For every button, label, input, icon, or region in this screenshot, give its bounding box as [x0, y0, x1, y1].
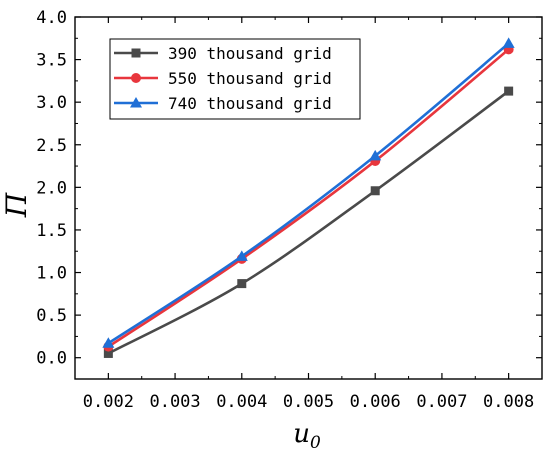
legend-label: 740 thousand grid [168, 94, 332, 113]
legend-item: 550 thousand grid [114, 69, 332, 88]
y-tick-label: 1.0 [36, 264, 67, 284]
data-point [102, 337, 115, 348]
y-tick-label: 2.5 [36, 136, 67, 156]
x-axis-ticks: 0.002 0.003 0.004 0.005 0.006 0.007 0.008 [83, 17, 534, 412]
data-point [369, 149, 382, 161]
data-point [103, 348, 113, 358]
legend-swatch-marker [131, 73, 141, 83]
y-tick-label: 0.0 [36, 349, 67, 369]
y-tick-label: 4.0 [36, 8, 67, 28]
legend-swatch-marker [130, 97, 142, 108]
legend-swatch-marker [131, 48, 141, 58]
y-axis-title: Π [0, 192, 33, 218]
legend-label: 390 thousand grid [168, 44, 332, 63]
legend-label: 550 thousand grid [168, 69, 332, 88]
x-axis-title-subscript: 0 [310, 433, 321, 453]
y-tick-label: 1.5 [36, 221, 67, 241]
x-tick-label: 0.008 [483, 392, 534, 412]
series-line [107, 90, 510, 355]
legend: 390 thousand grid 550 thousand grid 740 th… [109, 38, 361, 120]
series-3 [102, 37, 515, 348]
legend-item: 740 thousand grid [114, 94, 332, 113]
x-tick-label: 0.006 [350, 392, 401, 412]
x-axis-title-main: u [293, 419, 310, 449]
y-axis-ticks: 0.0 0.5 1.0 1.5 2.0 2.5 3.0 3.5 4.0 [36, 8, 542, 369]
x-tick-label: 0.007 [416, 392, 467, 412]
data-point [504, 86, 514, 96]
series-line [107, 42, 510, 345]
x-tick-label: 0.003 [149, 392, 200, 412]
x-tick-label: 0.005 [283, 392, 334, 412]
series-layer [102, 37, 515, 358]
series-1 [103, 86, 514, 358]
x-tick-label: 0.004 [216, 392, 267, 412]
legend-item: 390 thousand grid [114, 44, 332, 63]
x-axis-title: u0 [293, 419, 321, 453]
data-point [370, 186, 380, 196]
y-tick-label: 0.5 [36, 306, 67, 326]
data-point [502, 37, 515, 48]
y-tick-label: 2.0 [36, 178, 67, 198]
series-line [107, 48, 510, 348]
data-point [235, 250, 248, 261]
x-tick-label: 0.002 [83, 392, 134, 412]
y-tick-label: 3.5 [36, 51, 67, 71]
data-point [237, 279, 247, 289]
y-tick-label: 3.0 [36, 93, 67, 113]
